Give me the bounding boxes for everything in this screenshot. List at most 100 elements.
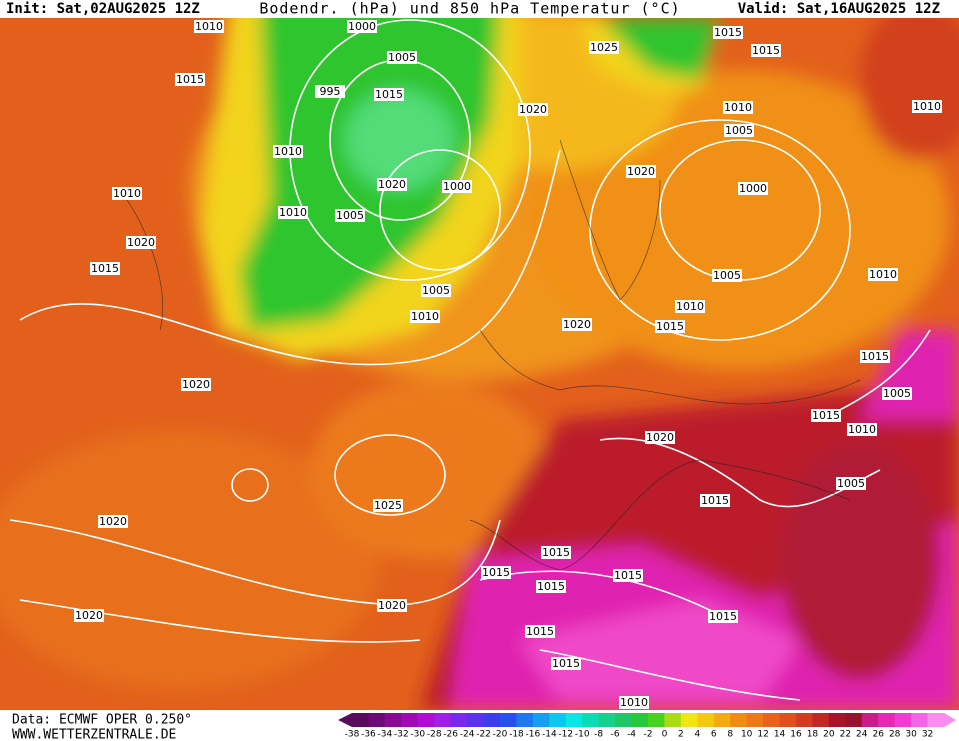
isobar-label-box	[724, 124, 754, 137]
data-source: Data: ECMWF OPER 0.250°	[12, 713, 192, 728]
isobar-label-box	[481, 566, 511, 579]
isobar-label: 1005	[725, 124, 753, 137]
colorbar-label: 0	[662, 730, 668, 740]
colorbar-label: 8	[727, 730, 733, 740]
init-time: Init: Sat,02AUG2025 12Z	[6, 1, 200, 17]
isobar-label-box	[112, 187, 142, 200]
colorbar-label: 26	[872, 730, 884, 740]
colorbar-swatch	[582, 713, 600, 727]
isobar-label-box	[613, 569, 643, 582]
isobar-label-box	[98, 515, 128, 528]
isobar-label: 1015	[752, 44, 780, 57]
colorbar-swatch	[861, 713, 879, 727]
isobar-label: 1005	[336, 209, 364, 222]
isobar-label: 1005	[837, 477, 865, 490]
colorbar-swatch	[516, 713, 534, 727]
colorbar-label: -20	[493, 730, 508, 740]
isobar-label: 1025	[590, 41, 618, 54]
colorbar-swatch	[927, 713, 945, 727]
isobar-label: 1015	[701, 494, 729, 507]
colorbar-label: 32	[922, 730, 933, 740]
colorbar-label: 4	[694, 730, 700, 740]
isobar-label-box	[708, 610, 738, 623]
colorbar-swatch	[615, 713, 633, 727]
colorbar-label: 20	[823, 730, 835, 740]
isobar-label: 1015	[861, 350, 889, 363]
colorbar-label: -30	[410, 730, 425, 740]
isobar-labels: 1010 1000 1005 995 1015 1015 1010 1020 1000 1010 1…	[74, 20, 942, 709]
isobar-label: 1025	[374, 499, 402, 512]
colorbar-label: 14	[774, 730, 786, 740]
isobar-label: 1015	[176, 73, 204, 86]
isobar-label-box	[868, 268, 898, 281]
isobar-label: 1015	[375, 88, 403, 101]
colorbar-label: 16	[790, 730, 802, 740]
colorbar-label: 28	[889, 730, 901, 740]
isobar-label-box	[74, 609, 104, 622]
isobar-label-box	[373, 499, 403, 512]
isobar-label: 1010	[620, 696, 648, 709]
colorbar-label: -26	[443, 730, 458, 740]
colorbar-label: -28	[427, 730, 442, 740]
isobar-label: 1010	[724, 101, 752, 114]
isobar-label-box	[377, 178, 407, 191]
colorbar-swatch	[812, 713, 830, 727]
colorbar-swatch	[828, 713, 846, 727]
isobar-label: 1005	[713, 269, 741, 282]
colorbar-swatch	[352, 713, 369, 727]
map	[0, 18, 959, 710]
isobar-label: 1010	[279, 206, 307, 219]
colorbar-swatch	[779, 713, 797, 727]
colorbar-swatch	[549, 713, 567, 727]
isobar-label: 1020	[182, 378, 210, 391]
isobar-label-box	[315, 85, 345, 98]
isobar-label: 1010	[274, 145, 302, 158]
isobar-label: 1020	[99, 515, 127, 528]
colorbar-swatch	[878, 713, 896, 727]
isobar-label: 1010	[411, 310, 439, 323]
isobar-label-box	[860, 350, 890, 363]
isobar-label-box	[536, 580, 566, 593]
isobar-label: 1010	[113, 187, 141, 200]
isobar-label-box	[194, 20, 224, 33]
colorbar-swatch	[450, 713, 468, 727]
isobar-label-box	[90, 262, 120, 275]
colorbar-label: -10	[575, 730, 590, 740]
isobar-label-box	[700, 494, 730, 507]
isobar-label-box	[410, 310, 440, 323]
colorbar-label: -6	[611, 730, 620, 740]
isobar-label-box	[882, 387, 912, 400]
isobar-label: 1015	[482, 566, 510, 579]
isobar-label-box	[712, 269, 742, 282]
colorbar-label: -24	[460, 730, 475, 740]
isobar-label-box	[278, 206, 308, 219]
colorbar-label: -32	[394, 730, 409, 740]
isobar-label: 1010	[676, 300, 704, 313]
colorbar-swatch	[467, 713, 485, 727]
colorbar-label: 10	[741, 730, 753, 740]
colorbar-swatch	[500, 713, 517, 727]
colorbar-swatch	[845, 713, 863, 727]
isobar-label-box	[655, 320, 685, 333]
colorbar-swatch	[401, 713, 419, 727]
colorbar: -38 -36 -34 -32 -30 -28 -26 -24 -22 -20 -18 -16 -14-…	[338, 713, 956, 740]
colorbar-label: 12	[757, 730, 768, 740]
isobar-label-box	[912, 100, 942, 113]
isobar-label-box	[374, 88, 404, 101]
colorbar-swatch	[565, 713, 583, 727]
isobar-label-box	[347, 20, 377, 33]
isobar-label-box	[181, 378, 211, 391]
isobar-label-box	[442, 180, 472, 193]
colorbar-swatch	[368, 713, 386, 727]
isobar-label: 1000	[739, 182, 767, 195]
colorbar-swatch	[894, 713, 912, 727]
colorbar-label: -38	[345, 730, 360, 740]
isobar-label-box	[836, 477, 866, 490]
isobar-label-box	[847, 423, 877, 436]
isobar-label: 1015	[709, 610, 737, 623]
isobar-label-box	[273, 145, 303, 158]
isobar-label: 1005	[883, 387, 911, 400]
colorbar-label: -22	[476, 730, 491, 740]
isobar-label-box	[421, 284, 451, 297]
colorbar-swatch	[598, 713, 616, 727]
